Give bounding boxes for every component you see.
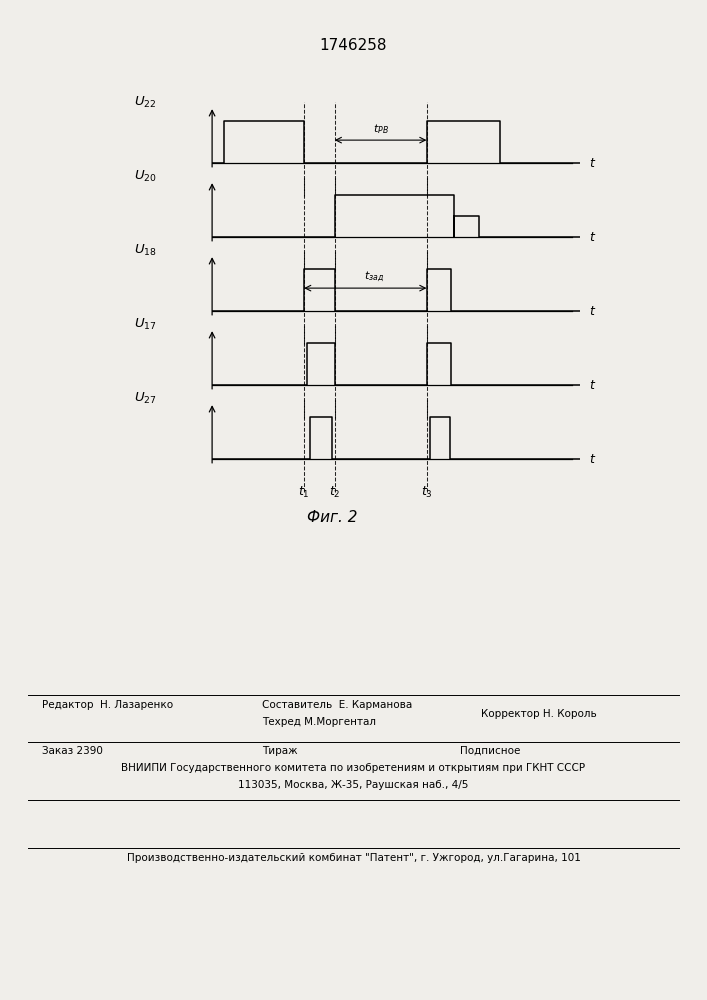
Text: Производственно-издательский комбинат "Патент", г. Ужгород, ул.Гагарина, 101: Производственно-издательский комбинат "П… (127, 853, 580, 863)
Text: $U_{20}$: $U_{20}$ (134, 169, 157, 184)
Text: $t$: $t$ (589, 305, 596, 318)
Text: Фиг. 2: Фиг. 2 (307, 510, 358, 525)
Text: $t$: $t$ (589, 231, 596, 244)
Text: Корректор Н. Король: Корректор Н. Король (481, 709, 597, 719)
Text: $t_3$: $t_3$ (421, 485, 433, 500)
Text: $t_{зад}$: $t_{зад}$ (364, 269, 385, 284)
Text: 1746258: 1746258 (320, 38, 387, 53)
Text: Составитель  Е. Карманова: Составитель Е. Карманова (262, 700, 412, 710)
Text: $t$: $t$ (589, 157, 596, 170)
Text: 113035, Москва, Ж-35, Раушская наб., 4/5: 113035, Москва, Ж-35, Раушская наб., 4/5 (238, 780, 469, 790)
Text: Техред М.Моргентал: Техред М.Моргентал (262, 717, 375, 727)
Text: Заказ 2390: Заказ 2390 (42, 746, 103, 756)
Text: Тираж: Тираж (262, 746, 297, 756)
Text: ВНИИПИ Государственного комитета по изобретениям и открытиям при ГКНТ СССР: ВНИИПИ Государственного комитета по изоб… (122, 763, 585, 773)
Text: $t$: $t$ (589, 379, 596, 392)
Text: $t_2$: $t_2$ (329, 485, 340, 500)
Text: $t_1$: $t_1$ (298, 485, 310, 500)
Text: $t$: $t$ (589, 453, 596, 466)
Text: Подписное: Подписное (460, 746, 520, 756)
Text: $U_{27}$: $U_{27}$ (134, 391, 157, 406)
Text: $U_{22}$: $U_{22}$ (134, 95, 157, 110)
Text: $U_{18}$: $U_{18}$ (134, 243, 157, 258)
Text: $U_{17}$: $U_{17}$ (134, 317, 157, 332)
Text: $t_{РВ}$: $t_{РВ}$ (373, 122, 389, 136)
Text: Редактор  Н. Лазаренко: Редактор Н. Лазаренко (42, 700, 173, 710)
